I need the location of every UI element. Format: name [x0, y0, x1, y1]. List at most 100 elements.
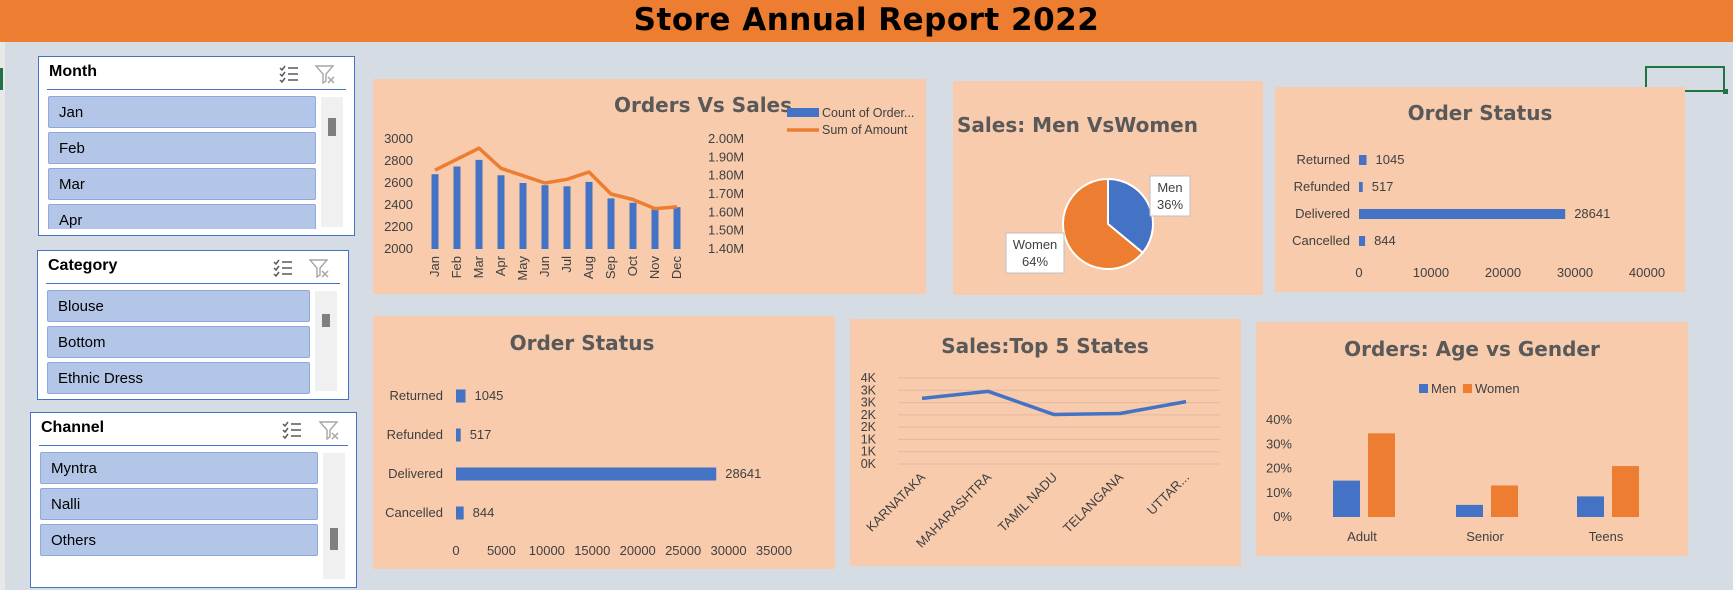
slicer-item-feb[interactable]: Feb — [48, 132, 316, 164]
y-tick-label-returned: Returned — [1297, 152, 1350, 167]
bar-men-teens — [1577, 496, 1604, 517]
y-right-tick-label: 1.60M — [708, 204, 744, 219]
y-right-tick-label: 1.80M — [708, 168, 744, 183]
x-tick-label: 10000 — [529, 543, 565, 558]
legend-label-women: Women — [1475, 381, 1520, 396]
y-tick-label: 10% — [1266, 485, 1292, 500]
slicer-divider — [46, 283, 340, 284]
slicer-divider — [47, 89, 346, 90]
sales-men-women-panel[interactable]: Sales: Men VsWomen Men 36% Women 64% — [953, 81, 1263, 295]
x-tick-label: 0 — [1355, 265, 1362, 280]
x-tick-label: 30000 — [710, 543, 746, 558]
slicer-item-others[interactable]: Others — [40, 524, 318, 556]
slicer-item-bottom[interactable]: Bottom — [47, 326, 310, 358]
y-tick-label-returned: Returned — [390, 388, 443, 403]
row-selection-marker — [0, 68, 3, 90]
fill-handle[interactable] — [1723, 89, 1728, 94]
legend-swatch-men — [1419, 384, 1428, 393]
category-slicer-title: Category — [48, 257, 118, 274]
x-tick-label-jul: Jul — [559, 256, 574, 273]
x-tick-label-oct: Oct — [625, 256, 640, 277]
y-right-tick-label: 1.90M — [708, 149, 744, 164]
bar-returned — [1359, 155, 1367, 165]
x-tick-label: 25000 — [665, 543, 701, 558]
multi-select-icon[interactable] — [281, 419, 303, 441]
y-tick-label-cancelled: Cancelled — [385, 505, 443, 520]
slicer-item-myntra[interactable]: Myntra — [40, 452, 318, 484]
x-tick-label-jun: Jun — [537, 256, 552, 277]
y-tick-label-refunded: Refunded — [1294, 179, 1350, 194]
sheet-row-strip — [0, 42, 5, 590]
slicer-item-nalli[interactable]: Nalli — [40, 488, 318, 520]
multi-select-icon[interactable] — [272, 257, 294, 279]
bar-men-senior — [1456, 504, 1483, 517]
data-label-delivered: 28641 — [725, 466, 761, 481]
category-scrollbar[interactable] — [315, 291, 337, 391]
x-tick-label: Adult — [1347, 529, 1377, 544]
multi-select-icon[interactable] — [278, 63, 300, 85]
y-tick-label: 1K — [861, 445, 877, 459]
clear-filter-icon[interactable] — [318, 419, 340, 441]
chart-title: Sales:Top 5 States — [941, 334, 1149, 358]
y-tick-label: 0K — [861, 457, 877, 471]
x-tick-label-aug: Aug — [581, 256, 596, 279]
scroll-thumb[interactable] — [330, 528, 338, 550]
bar-orders-jun — [541, 185, 549, 249]
scroll-thumb[interactable] — [322, 314, 330, 327]
bar-orders-mar — [475, 159, 483, 249]
report-title: Store Annual Report 2022 — [633, 2, 1100, 38]
slicer-item-ethnic-dress[interactable]: Ethnic Dress — [47, 362, 310, 394]
data-label-delivered: 28641 — [1574, 206, 1610, 221]
bar-orders-apr — [497, 175, 505, 249]
x-tick-label: 5000 — [487, 543, 516, 558]
age-vs-gender-panel[interactable]: Orders: Age vs Gender 40% 30% 20% 10% 0% Adul… — [1256, 322, 1688, 556]
channel-scrollbar[interactable] — [323, 453, 345, 579]
orders-vs-sales-panel[interactable]: Orders Vs Sales 3000 2800 2600 2400 2200 2000… — [373, 79, 926, 294]
bar-women-adult — [1368, 433, 1395, 517]
x-tick-label: UTTAR... — [1144, 470, 1192, 518]
y-tick-label: 20% — [1266, 461, 1292, 476]
order-status-panel-small[interactable]: Order Status Returned 1045 Refunded 517 Deli… — [1275, 87, 1685, 292]
data-label-women-value: 64% — [1022, 254, 1048, 269]
y-tick-label-delivered: Delivered — [388, 466, 443, 481]
month-scrollbar[interactable] — [321, 97, 343, 227]
x-tick-label: TAMIL NADU — [995, 470, 1060, 535]
bar-orders-oct — [629, 202, 637, 249]
top-5-states-panel[interactable]: Sales:Top 5 States 4K 3K 3K 2K 2K 1K 1K 0K KARNA… — [850, 319, 1241, 566]
selected-cell[interactable] — [1645, 66, 1725, 92]
slicer-item-blouse[interactable]: Blouse — [47, 290, 310, 322]
x-tick-label: Senior — [1466, 529, 1504, 544]
pie-slice-men — [1107, 177, 1154, 255]
slicer-item-jan[interactable]: Jan — [48, 96, 316, 128]
x-tick-label: 15000 — [574, 543, 610, 558]
x-tick-label: 0 — [452, 543, 459, 558]
data-label-refunded: 517 — [1372, 179, 1394, 194]
chart-title: Order Status — [1407, 101, 1553, 125]
channel-slicer-title: Channel — [41, 419, 105, 436]
order-status-panel-large[interactable]: Order Status Returned 1045 Refunded 517 Deli… — [373, 316, 835, 569]
legend-swatch-count-of-orders — [787, 108, 819, 117]
sales-men-women-chart: Men 36% Women 64% — [1005, 175, 1191, 274]
y-right-tick-label: 2.00M — [708, 131, 744, 146]
header-bar: Store Annual Report 2022 — [0, 0, 1733, 42]
slicer-item-apr[interactable]: Apr — [48, 204, 316, 229]
scroll-thumb[interactable] — [328, 118, 336, 136]
bar-orders-dec — [673, 207, 681, 249]
x-tick-label-jan: Jan — [427, 256, 442, 277]
month-slicer: Month Jan Feb Mar Apr — [38, 56, 355, 236]
channel-item-list: Myntra Nalli Others — [40, 452, 318, 556]
line-state-sales — [921, 389, 1187, 417]
bar-orders-may — [519, 183, 527, 249]
y-right-tick-label: 1.70M — [708, 186, 744, 201]
order-status-chart-large: Returned 1045 Refunded 517 Delivered 28641 Can… — [385, 388, 792, 558]
y-tick-label: 2K — [861, 420, 877, 434]
clear-filter-icon[interactable] — [308, 257, 330, 279]
y-tick-label: 30% — [1266, 436, 1292, 451]
slicer-item-mar[interactable]: Mar — [48, 168, 316, 200]
x-tick-label-dec: Dec — [669, 256, 684, 280]
bar-orders-jan — [431, 174, 439, 249]
clear-filter-icon[interactable] — [314, 63, 336, 85]
x-tick-label: KARNATAKA — [863, 469, 928, 534]
x-tick-label: Teens — [1589, 529, 1624, 544]
